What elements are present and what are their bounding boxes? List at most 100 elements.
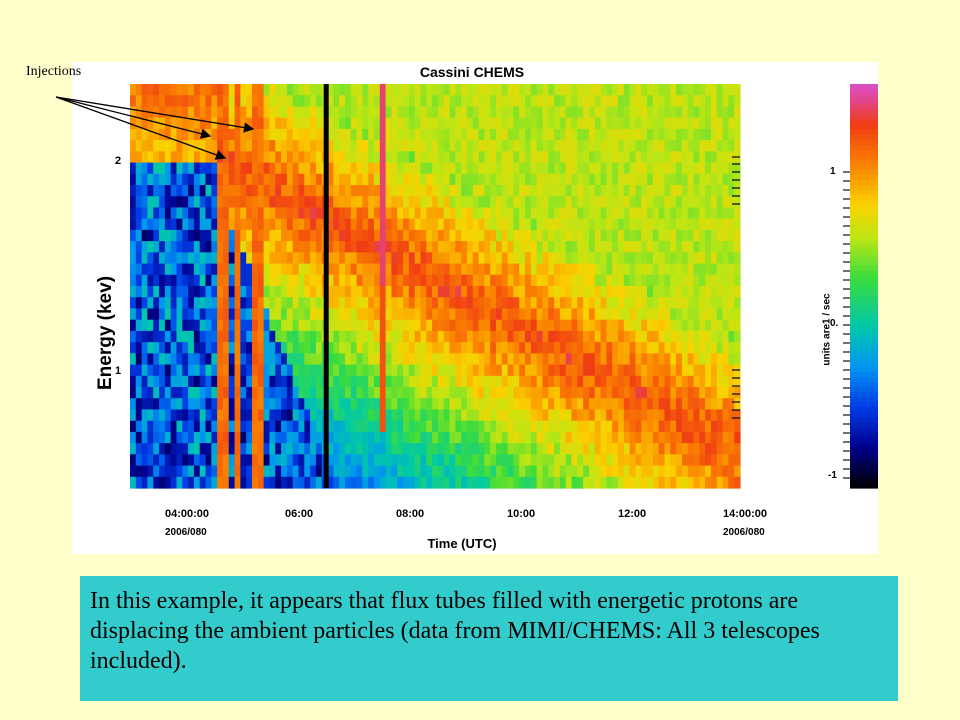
colorbar-swatch [850, 139, 878, 146]
heatmap-cell [188, 375, 195, 388]
heatmap-cell [164, 263, 172, 276]
heatmap-cell [339, 353, 346, 366]
heatmap-cell [496, 342, 503, 354]
heatmap-cell [542, 162, 549, 175]
heatmap-cell [356, 454, 363, 467]
heatmap-cell [600, 398, 607, 411]
heatmap-cell [588, 229, 596, 242]
heatmap-cell [182, 229, 189, 242]
heatmap-cell [269, 162, 276, 175]
heatmap-cell [693, 263, 700, 276]
heatmap-cell [658, 330, 666, 343]
heatmap-cell [176, 252, 183, 265]
heatmap-cell [188, 454, 195, 467]
heatmap-cell [716, 229, 724, 242]
heatmap-cell [350, 252, 358, 265]
heatmap-cell [699, 330, 706, 343]
heatmap-cell [606, 196, 613, 209]
heatmap-cell [437, 398, 445, 411]
heatmap-cell [211, 364, 218, 377]
heatmap-cell [716, 398, 724, 411]
heatmap-cell [344, 218, 352, 231]
heatmap-cell [368, 387, 375, 399]
heatmap-cell [710, 353, 718, 366]
heatmap-cell [647, 207, 654, 220]
heatmap-cell [559, 274, 567, 287]
heatmap-cell [635, 308, 642, 321]
heatmap-cell [304, 398, 311, 411]
heatmap-cell [676, 330, 683, 343]
heatmap-cell [693, 364, 700, 377]
heatmap-cell [658, 117, 666, 130]
heatmap-cell [130, 207, 137, 220]
heatmap-cell [496, 196, 503, 209]
heatmap-cell [315, 140, 323, 152]
heatmap-cell [368, 398, 375, 411]
heatmap-cell [559, 241, 567, 253]
heatmap-cell [385, 151, 393, 164]
heatmap-cell [182, 173, 189, 186]
heatmap-cell [530, 252, 538, 265]
heatmap-cell [449, 409, 456, 422]
heatmap-cell [548, 465, 555, 478]
heatmap-cell [635, 218, 642, 231]
heatmap-cell [286, 409, 294, 422]
heatmap-cell [681, 465, 689, 478]
heatmap-cell [606, 252, 613, 265]
heatmap-cell [443, 364, 451, 377]
colorbar-swatch [850, 452, 878, 459]
heatmap-cell [658, 128, 666, 141]
heatmap-cell [687, 476, 695, 489]
heatmap-cell [559, 185, 567, 197]
heatmap-cell [484, 353, 491, 366]
heatmap-cell [525, 229, 532, 242]
heatmap-cell [530, 409, 538, 422]
heatmap-cell [252, 409, 259, 422]
heatmap-cell [211, 308, 218, 321]
heatmap-cell [734, 95, 741, 108]
heatmap-cell [484, 364, 491, 377]
heatmap-cell [641, 95, 648, 108]
heatmap-cell [594, 252, 602, 265]
heatmap-cell [246, 274, 253, 287]
heatmap-cell [722, 387, 729, 399]
heatmap-cell [240, 387, 247, 399]
heatmap-cell [594, 454, 602, 467]
heatmap-cell [647, 431, 654, 444]
heatmap-cell [408, 420, 416, 433]
heatmap-cell [728, 218, 735, 231]
heatmap-cell [222, 263, 230, 276]
heatmap-cell [362, 353, 369, 366]
heatmap-cell [199, 308, 207, 321]
heatmap-cell [246, 454, 253, 467]
heatmap-cell [310, 106, 317, 119]
heatmap-cell [426, 252, 433, 265]
heatmap-cell [356, 476, 363, 489]
heatmap-cell [379, 420, 387, 433]
heatmap-cell [333, 218, 340, 231]
heatmap-cell [228, 274, 236, 287]
heatmap-cell [472, 431, 480, 444]
heatmap-cell [600, 252, 607, 265]
heatmap-cell [554, 364, 561, 377]
heatmap-cell [391, 95, 398, 108]
heatmap-cell [350, 286, 358, 298]
heatmap-cell [397, 117, 404, 130]
heatmap-cell [542, 319, 549, 332]
heatmap-cell [391, 330, 398, 343]
heatmap-cell [536, 364, 544, 377]
heatmap-cell [716, 128, 724, 141]
heatmap-cell [153, 465, 160, 478]
heatmap-cell [722, 409, 729, 422]
heatmap-cell [147, 207, 154, 220]
heatmap-cell [292, 286, 300, 298]
heatmap-cell [385, 330, 393, 343]
heatmap-cell [710, 364, 718, 377]
heatmap-cell [252, 218, 259, 231]
heatmap-cell [414, 476, 422, 489]
heatmap-cell [734, 375, 741, 388]
heatmap-cell [501, 241, 509, 253]
heatmap-cell [240, 364, 247, 377]
heatmap-cell [135, 185, 143, 197]
heatmap-cell [734, 162, 741, 175]
